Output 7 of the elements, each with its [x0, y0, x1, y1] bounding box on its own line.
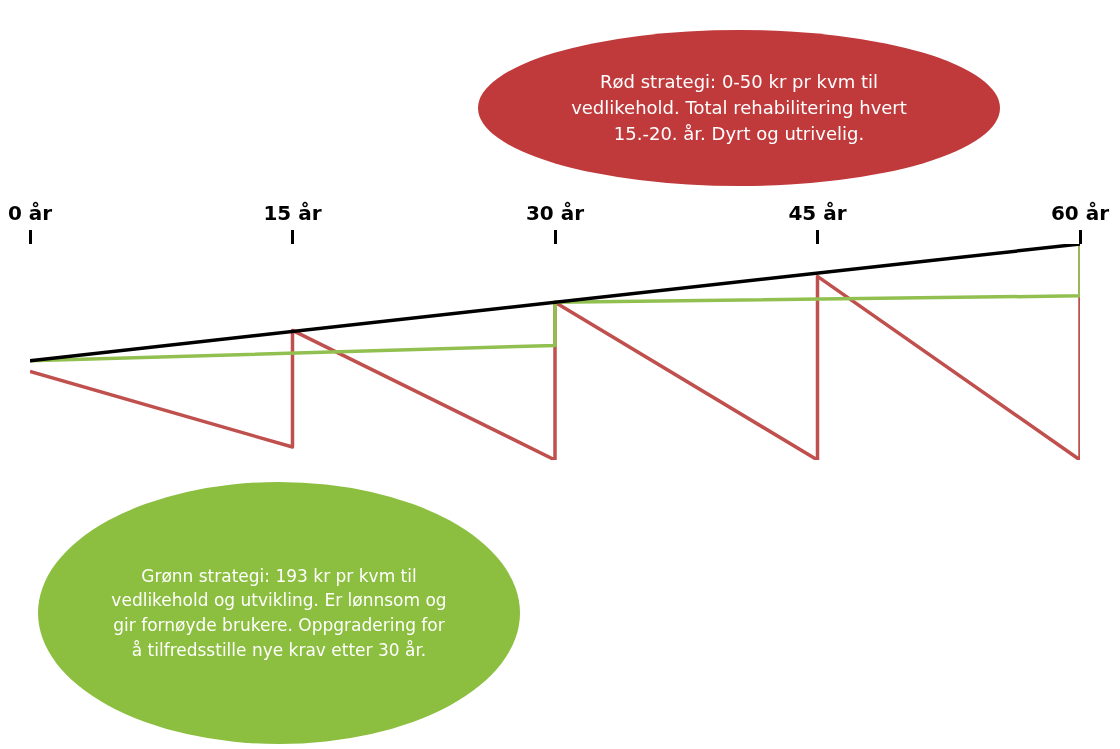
x-tick-label: 45 år	[788, 201, 847, 226]
oval-callout: Rød strategi: 0-50 kr pr kvm til vedlikehold. Total rehabilitering hvert 15.-20. år. Dyrt og utrivelig.	[478, 30, 1000, 186]
x-tick-label: 15 år	[263, 201, 322, 226]
x-tick-label: 0 år	[7, 201, 53, 226]
x-tick-label: 60 år	[1050, 201, 1110, 226]
oval-callout: Grønn strategi: 193 kr pr kvm til vedlikehold og utvikling. Er lønnsom og gir fornøyde brukere. Oppgradering for å tilfredsstille nye krav etter 30 år.	[38, 482, 520, 744]
x-tick-label: 30 år	[525, 201, 585, 226]
